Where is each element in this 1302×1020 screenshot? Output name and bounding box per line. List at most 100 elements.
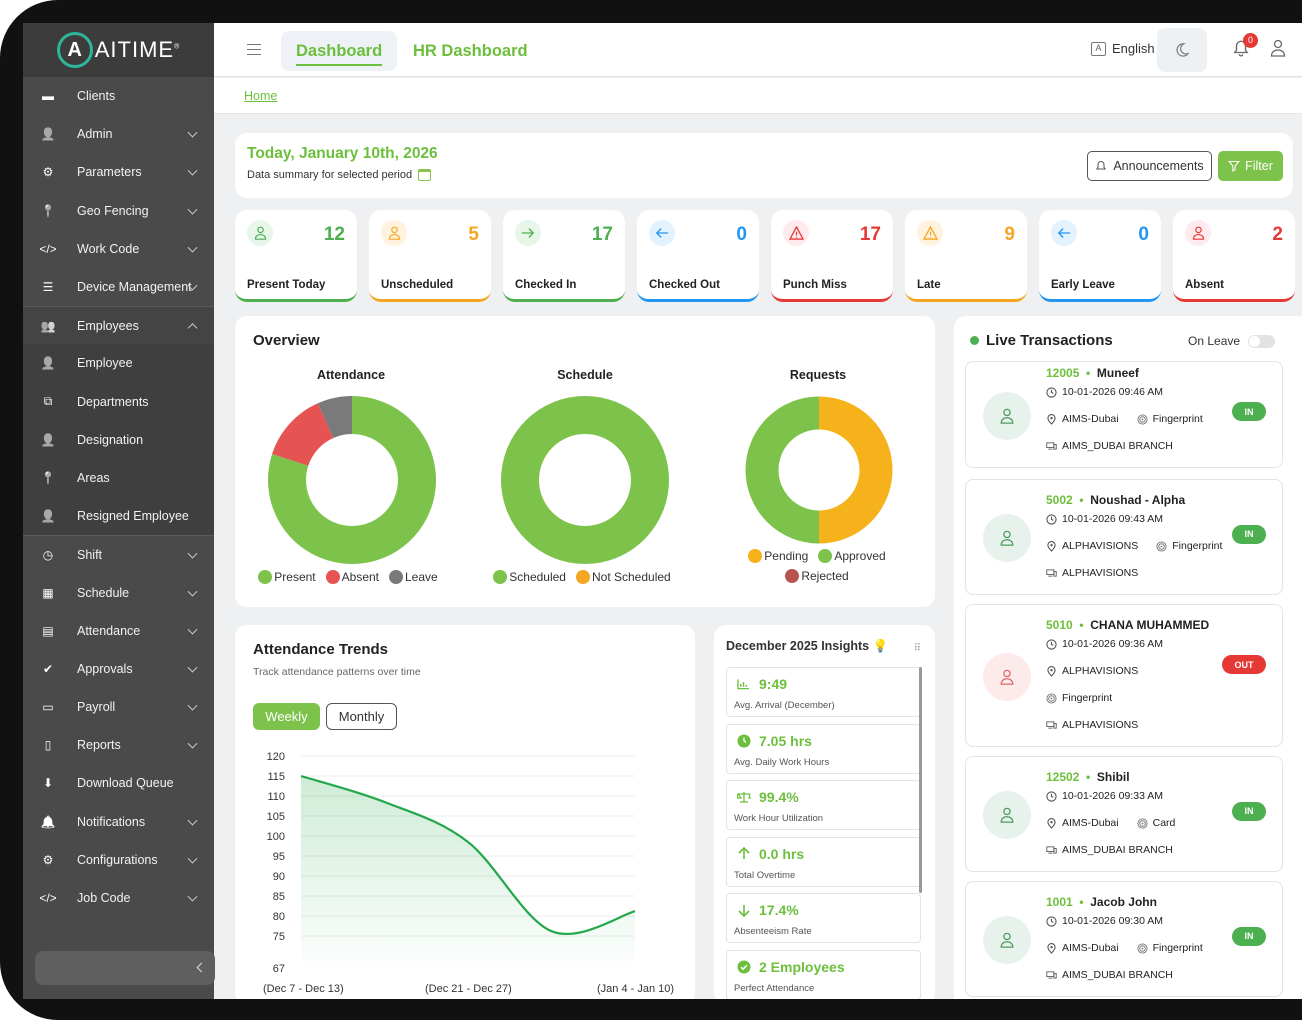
stat-card-unscheduled[interactable]: 5 Unscheduled [369, 210, 491, 302]
user-profile-icon[interactable] [1270, 39, 1286, 57]
sidebar-item-approvals[interactable]: ✔ Approvals [23, 650, 214, 688]
transaction-location: AIMS-Dubai Fingerprint [1046, 942, 1203, 954]
sidebar-item-clients[interactable]: ▬ Clients [23, 77, 214, 115]
monthly-toggle-button[interactable]: Monthly [326, 703, 397, 730]
transaction-time-text: 10-01-2026 09:33 AM [1062, 790, 1163, 802]
transaction-card[interactable]: 5010 • CHANA MUHAMMED 10-01-2026 09:36 AM… [965, 604, 1283, 747]
stat-card-punch-miss[interactable]: 17 Punch Miss [771, 210, 893, 302]
sidebar-item-resigned-employee[interactable]: 👤 Resigned Employee [23, 497, 214, 536]
sidebar-item-work-code[interactable]: </> Work Code [23, 230, 214, 268]
employee-id[interactable]: 12502 [1046, 770, 1080, 784]
sidebar-item-device-management[interactable]: ☰ Device Management [23, 268, 214, 306]
sidebar-item-job-code[interactable]: </> Job Code [23, 879, 214, 917]
requests-slice-pending[interactable] [818, 396, 893, 544]
status-badge: IN [1232, 801, 1266, 821]
stat-card-early-leave[interactable]: 0 Early Leave [1039, 210, 1161, 302]
sidebar-item-areas[interactable]: 📍 Areas [23, 458, 214, 498]
sidebar-item-shift[interactable]: ◷ Shift [23, 535, 214, 573]
sidebar-item-label: Notifications [77, 814, 146, 829]
employee-id[interactable]: 1001 [1046, 895, 1073, 909]
transaction-card[interactable]: 1001 • Jacob John 10-01-2026 09:30 AM AIMS… [965, 881, 1283, 997]
sidebar-item-notifications[interactable]: 🔔 Notifications [23, 803, 214, 841]
filter-button[interactable]: Filter [1218, 151, 1283, 181]
attendance-slice-present[interactable] [268, 396, 436, 564]
sidebar-collapse-button[interactable] [35, 951, 215, 985]
sidebar-nav: ▬ Clients 👤 Admin ⚙ Parameters 📍 Geo Fencing </>… [23, 77, 214, 917]
legend-approved[interactable]: Approved [818, 549, 886, 563]
legend-pending[interactable]: Pending [748, 549, 808, 563]
insights-title: December 2025 Insights 💡 [726, 639, 888, 654]
translate-icon: A [1091, 41, 1106, 56]
employee-id[interactable]: 12005 [1046, 366, 1080, 380]
announcements-button[interactable]: Announcements [1087, 151, 1212, 181]
location-text: AIMS-Dubai [1062, 817, 1119, 829]
schedule-slice-scheduled[interactable] [501, 396, 669, 564]
weekly-toggle-button[interactable]: Weekly [253, 703, 320, 730]
drag-handle-icon[interactable]: ⠿ [913, 643, 921, 654]
briefcase-icon: ▬ [42, 89, 54, 104]
requests-slice-approved[interactable] [745, 396, 820, 544]
brand-logo[interactable]: A AITIME® [23, 23, 214, 77]
attendance-trend-chart: 120 115 110 105 100 95 90 85 80 75 67 (Dec 7 - Dec … [263, 751, 674, 995]
chevron-down-icon [187, 853, 198, 864]
sidebar-item-label: Parameters [77, 165, 142, 180]
sidebar-item-label: Designation [77, 432, 144, 447]
sidebar-item-configurations[interactable]: ⚙ Configurations [23, 841, 214, 879]
sidebar-item-reports[interactable]: ▯ Reports [23, 726, 214, 764]
transaction-card[interactable]: 12502 • Shibil 10-01-2026 09:33 AM AIMS-Du… [965, 756, 1283, 872]
stat-card-checked-in[interactable]: 17 Checked In [503, 210, 625, 302]
leave-dot [389, 570, 403, 584]
sidebar-item-employee[interactable]: 👤 Employee [23, 344, 214, 383]
legend-scheduled[interactable]: Scheduled [493, 570, 566, 584]
legend-not-scheduled[interactable]: Not Scheduled [575, 570, 671, 584]
transaction-header: 12502 • Shibil [1046, 770, 1130, 784]
transaction-time-text: 10-01-2026 09:30 AM [1062, 915, 1163, 927]
legend-leave[interactable]: Leave [389, 570, 438, 584]
legend-rejected[interactable]: Rejected [785, 569, 849, 583]
sidebar-item-payroll[interactable]: ▭ Payroll [23, 688, 214, 726]
attendance-slice-leave[interactable] [317, 396, 353, 439]
on-leave-switch[interactable] [1248, 334, 1276, 348]
sidebar-item-geo-fencing[interactable]: 📍 Geo Fencing [23, 192, 214, 230]
stat-card-absent[interactable]: 2 Absent [1173, 210, 1295, 302]
transaction-card[interactable]: 12005 • Muneef 10-01-2026 09:46 AM AIMS-Du… [965, 361, 1283, 468]
stat-label: Checked Out [649, 279, 720, 291]
menu-icon[interactable] [247, 44, 261, 55]
sidebar-item-designation[interactable]: 👤 Designation [23, 420, 214, 459]
legend-present-label: Present [274, 570, 316, 584]
tab-dashboard[interactable]: Dashboard [281, 31, 398, 71]
sidebar-item-schedule[interactable]: ▦ Schedule [23, 573, 214, 611]
transaction-card[interactable]: 5002 • Noushad - Alpha 10-01-2026 09:43 A… [965, 479, 1283, 595]
legend-present[interactable]: Present [258, 570, 316, 584]
stat-card-checked-out[interactable]: 0 Checked Out [637, 210, 759, 302]
language-selector[interactable]: A English [1091, 41, 1155, 56]
attendance-slice-absent[interactable] [272, 403, 335, 467]
y-tick-label: 100 [267, 831, 285, 843]
sidebar-item-attendance[interactable]: ▤ Attendance [23, 612, 214, 650]
stat-card-late[interactable]: 9 Late [905, 210, 1027, 302]
sidebar-item-parameters[interactable]: ⚙ Parameters [23, 153, 214, 191]
y-tick-label: 90 [273, 871, 285, 883]
insight-value: 9:49 [736, 676, 787, 692]
calendar-icon[interactable] [418, 169, 432, 181]
on-leave-toggle[interactable]: On Leave [1188, 334, 1276, 348]
sidebar-item-admin[interactable]: 👤 Admin [23, 115, 214, 153]
tab-hr-dashboard[interactable]: HR Dashboard [413, 42, 528, 60]
insights-scrollbar[interactable] [919, 667, 922, 893]
branch-text: ALPHAVISIONS [1062, 567, 1139, 579]
breadcrumb-home-link[interactable]: Home [244, 89, 278, 103]
sidebar-item-departments[interactable]: ⧉ Departments [23, 382, 214, 421]
stat-card-present-today[interactable]: 12 Present Today [235, 210, 357, 302]
chevron-down-icon [187, 815, 198, 826]
sidebar-item-download-queue[interactable]: ⬇ Download Queue [23, 764, 214, 802]
trend-line[interactable] [300, 774, 636, 935]
employee-id[interactable]: 5010 [1046, 618, 1073, 632]
status-badge: IN [1232, 926, 1266, 946]
legend-absent[interactable]: Absent [325, 570, 379, 584]
employee-id[interactable]: 5002 [1046, 493, 1073, 507]
sidebar-item-employees[interactable]: 👥 Employees [23, 306, 214, 345]
stat-label: Punch Miss [783, 279, 847, 291]
theme-toggle-button[interactable] [1157, 28, 1207, 72]
avatar [983, 514, 1031, 562]
user-tie-icon: 👤 [40, 432, 56, 447]
